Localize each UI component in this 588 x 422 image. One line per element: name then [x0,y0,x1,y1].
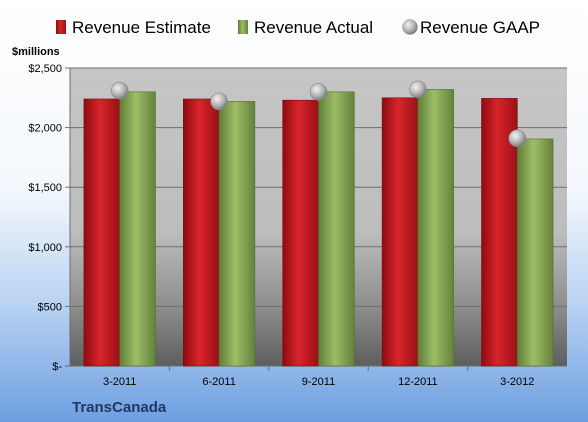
bar-revenue-estimate [381,97,419,367]
bars [83,89,554,367]
bar-revenue-estimate [83,98,121,367]
x-tick-label: 3-2012 [500,376,534,388]
y-axis-unit-label: $millions [12,46,60,58]
legend-swatch [402,19,418,35]
marker-revenue-gaap [309,83,328,101]
legend-swatch [238,20,248,34]
company-name: TransCanada [72,399,167,416]
bar-revenue-actual [119,91,156,367]
legend-swatch [56,20,66,34]
bar-revenue-actual [417,89,454,367]
y-tick-label: $1,500 [28,182,62,194]
x-tick-label: 3-2011 [103,376,136,388]
y-tick-label: $1,000 [28,242,62,254]
x-tick-label: 12-2011 [398,376,438,388]
x-tick-label: 6-2011 [202,376,235,388]
x-axis-ticks: 3-2011 6-2011 9-2011 12-2011 3-2012 [103,366,534,388]
bar-revenue-actual [218,101,256,367]
bar-revenue-estimate [183,98,220,367]
bar-revenue-actual [318,91,355,367]
legend-label: Revenue Estimate [72,18,211,37]
marker-revenue-gaap [409,80,427,99]
legend: Revenue Estimate Revenue Actual Revenue GA… [56,18,540,37]
gaap-markers [110,80,527,148]
y-tick-label: $2,500 [28,63,62,75]
legend-label: Revenue GAAP [420,18,540,37]
x-tick-label: 9-2011 [302,376,335,388]
bar-revenue-actual [516,138,554,367]
marker-revenue-gaap [110,81,129,100]
y-tick-label: $500 [38,301,62,313]
y-tick-label: $- [52,361,62,373]
y-axis-ticks: $- $500 $1,000 $1,500 $2,000 $2,500 [28,63,62,373]
marker-revenue-gaap [508,129,527,148]
marker-revenue-gaap [210,92,228,111]
y-tick-label: $2,000 [28,123,62,135]
bar-revenue-estimate [282,99,319,367]
legend-label: Revenue Actual [254,18,373,37]
